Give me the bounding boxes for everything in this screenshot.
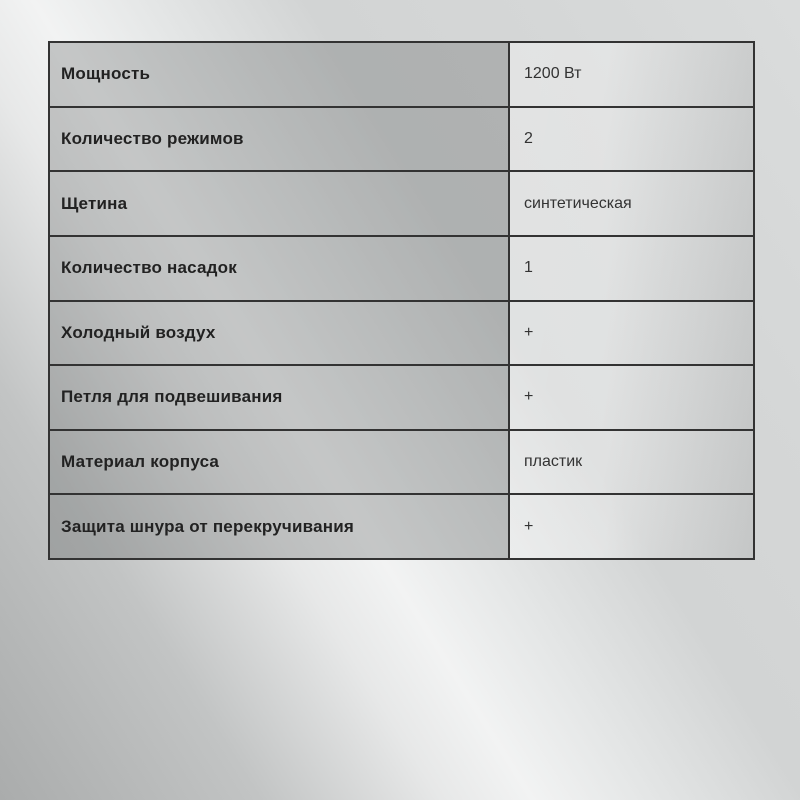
spec-row: Материал корпуса пластик — [50, 428, 753, 494]
spec-row: Количество режимов 2 — [50, 105, 753, 171]
spec-label: Петля для подвешивания — [50, 366, 510, 429]
spec-value: 1200 Вт — [510, 43, 753, 106]
spec-row: Петля для подвешивания + — [50, 364, 753, 429]
spec-label: Количество насадок — [50, 236, 510, 300]
spec-value: + — [510, 495, 753, 558]
spec-value: 2 — [510, 107, 753, 171]
spec-label: Мощность — [50, 43, 510, 106]
spec-table: Мощность 1200 Вт Количество режимов 2 Щетина… — [48, 41, 755, 560]
spec-row: Холодный воздух + — [50, 299, 753, 365]
spec-label: Материал корпуса — [50, 430, 510, 494]
spec-label: Холодный воздух — [50, 301, 510, 365]
spec-row: Количество насадок 1 — [50, 234, 753, 300]
spec-row: Мощность 1200 Вт — [50, 43, 753, 106]
spec-label: Защита шнура от перекручивания — [50, 495, 510, 558]
spec-row: Щетина синтетическая — [50, 170, 753, 235]
spec-label: Количество режимов — [50, 107, 510, 171]
spec-value: пластик — [510, 430, 753, 494]
spec-value: + — [510, 301, 753, 365]
spec-label: Щетина — [50, 172, 510, 235]
spec-row: Защита шнура от перекручивания + — [50, 493, 753, 558]
spec-value: 1 — [510, 236, 753, 300]
spec-value: + — [510, 366, 753, 429]
spec-value: синтетическая — [510, 172, 753, 235]
